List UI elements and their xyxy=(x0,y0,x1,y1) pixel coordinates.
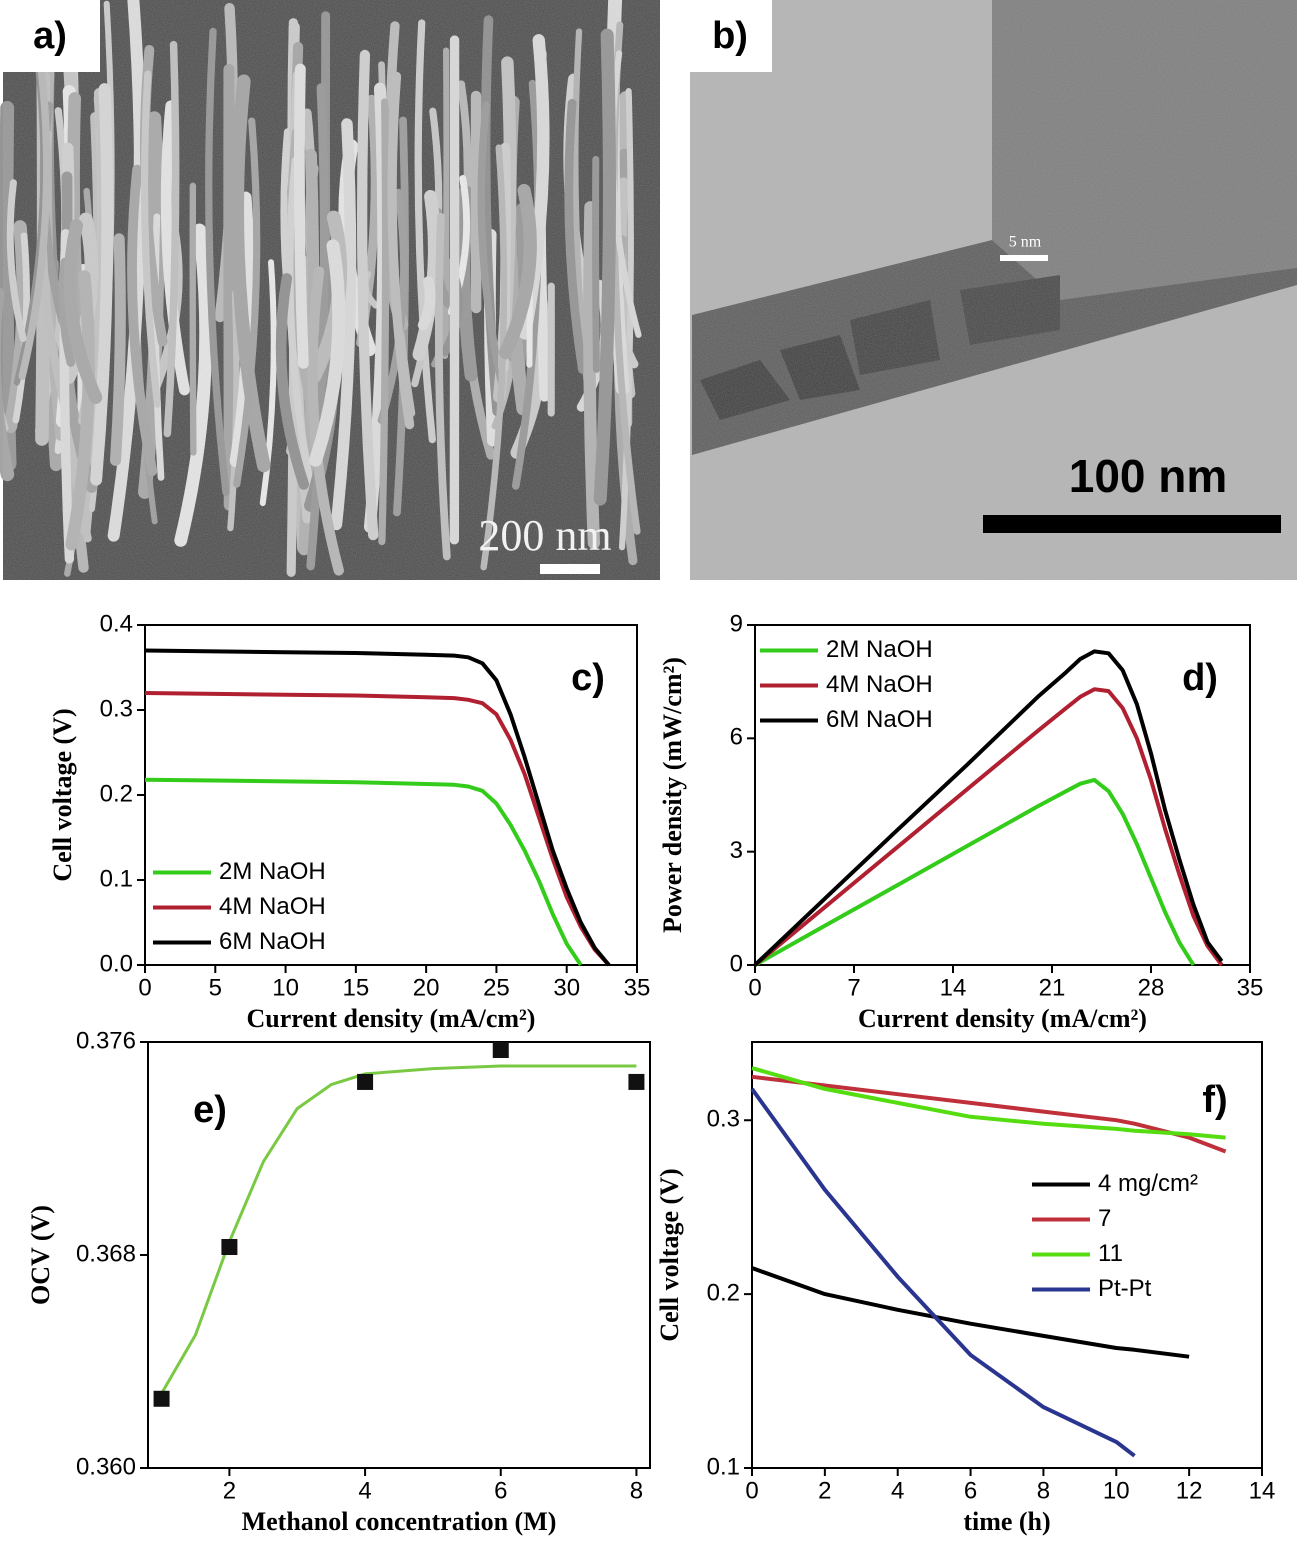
x-tick-label: 25 xyxy=(483,974,510,1001)
panel-label: a) xyxy=(33,15,67,57)
legend-label: 11 xyxy=(1098,1240,1123,1267)
panel-label: c) xyxy=(571,657,605,699)
y-tick-label: 0.360 xyxy=(76,1453,136,1480)
y-tick-label: 0.1 xyxy=(707,1453,740,1480)
y-tick-label: 0.368 xyxy=(76,1240,136,1267)
y-tick-label: 0.376 xyxy=(76,1027,136,1054)
x-tick-label: 35 xyxy=(1237,974,1264,1001)
x-tick-label: 8 xyxy=(1037,1477,1050,1504)
y-tick-label: 0.2 xyxy=(100,780,133,807)
scale-bar-label: 100 nm xyxy=(1069,450,1228,502)
legend-label: 6M NaOH xyxy=(826,706,933,733)
legend-label: 4M NaOH xyxy=(826,671,933,698)
y-axis-title: Power density (mW/cm²) xyxy=(658,657,687,933)
series-line xyxy=(752,1089,1135,1456)
tem-image: b) 5 nm 100 nm xyxy=(690,0,1297,580)
series-line xyxy=(162,1066,637,1393)
sem-image: a) 200 nm xyxy=(0,0,660,580)
x-tick-label: 10 xyxy=(1103,1477,1130,1504)
y-tick-label: 0.4 xyxy=(100,610,133,637)
x-axis-title: Current density (mA/cm²) xyxy=(858,1004,1147,1033)
x-tick-label: 2 xyxy=(223,1477,236,1504)
x-tick-label: 14 xyxy=(940,974,967,1001)
legend-label: 6M NaOH xyxy=(219,928,326,955)
x-tick-label: 4 xyxy=(891,1477,904,1504)
x-tick-label: 14 xyxy=(1249,1477,1276,1504)
x-tick-label: 8 xyxy=(630,1477,643,1504)
y-axis-title: OCV (V) xyxy=(26,1205,55,1305)
x-tick-label: 10 xyxy=(272,974,299,1001)
y-axis-title: Cell voltage (V) xyxy=(655,1168,684,1341)
series-line xyxy=(145,693,609,965)
y-tick-label: 9 xyxy=(730,610,743,637)
y-axis-title: Cell voltage (V) xyxy=(48,708,77,881)
data-point xyxy=(357,1074,373,1090)
x-tick-label: 5 xyxy=(209,974,222,1001)
series-line xyxy=(755,780,1193,965)
data-point xyxy=(221,1239,237,1255)
x-tick-label: 6 xyxy=(964,1477,977,1504)
legend-label: 7 xyxy=(1098,1205,1111,1232)
legend-label: 4M NaOH xyxy=(219,893,326,920)
y-tick-label: 0.2 xyxy=(707,1279,740,1306)
y-tick-label: 0.3 xyxy=(707,1106,740,1133)
data-point xyxy=(493,1042,509,1058)
y-tick-label: 0.3 xyxy=(100,695,133,722)
inset-scale-bar xyxy=(1000,255,1048,261)
data-point xyxy=(154,1391,170,1407)
x-tick-label: 7 xyxy=(847,974,860,1001)
panel-label: b) xyxy=(712,15,748,57)
scale-bar-label: 200 nm xyxy=(478,511,611,560)
x-tick-label: 35 xyxy=(624,974,651,1001)
x-axis-title: Current density (mA/cm²) xyxy=(247,1004,536,1033)
x-tick-label: 12 xyxy=(1176,1477,1203,1504)
x-tick-label: 0 xyxy=(745,1477,758,1504)
scale-bar xyxy=(983,515,1281,533)
x-axis-title: Methanol concentration (M) xyxy=(242,1507,557,1536)
x-tick-label: 20 xyxy=(413,974,440,1001)
y-tick-label: 0 xyxy=(730,950,743,977)
series-line xyxy=(755,651,1222,965)
inset-scale-label: 5 nm xyxy=(1009,234,1042,251)
x-tick-label: 0 xyxy=(748,974,761,1001)
legend-label: 2M NaOH xyxy=(826,636,933,663)
y-tick-label: 3 xyxy=(730,837,743,864)
y-tick-label: 0.1 xyxy=(100,865,133,892)
x-axis-title: time (h) xyxy=(963,1507,1050,1536)
panel-label: e) xyxy=(193,1089,227,1131)
legend-label: 2M NaOH xyxy=(219,858,326,885)
x-tick-label: 15 xyxy=(343,974,370,1001)
panel-label: f) xyxy=(1202,1079,1227,1121)
data-point xyxy=(628,1074,644,1090)
legend-label: Pt-Pt xyxy=(1098,1275,1152,1302)
panel-label: d) xyxy=(1182,657,1218,699)
x-tick-label: 30 xyxy=(553,974,580,1001)
x-tick-label: 0 xyxy=(138,974,151,1001)
x-tick-label: 2 xyxy=(818,1477,831,1504)
x-tick-label: 21 xyxy=(1039,974,1066,1001)
scale-bar xyxy=(540,564,600,574)
x-tick-label: 4 xyxy=(358,1477,371,1504)
y-tick-label: 6 xyxy=(730,724,743,751)
x-tick-label: 6 xyxy=(494,1477,507,1504)
y-tick-label: 0.0 xyxy=(100,950,133,977)
legend-label: 4 mg/cm² xyxy=(1098,1170,1198,1197)
x-tick-label: 28 xyxy=(1138,974,1165,1001)
